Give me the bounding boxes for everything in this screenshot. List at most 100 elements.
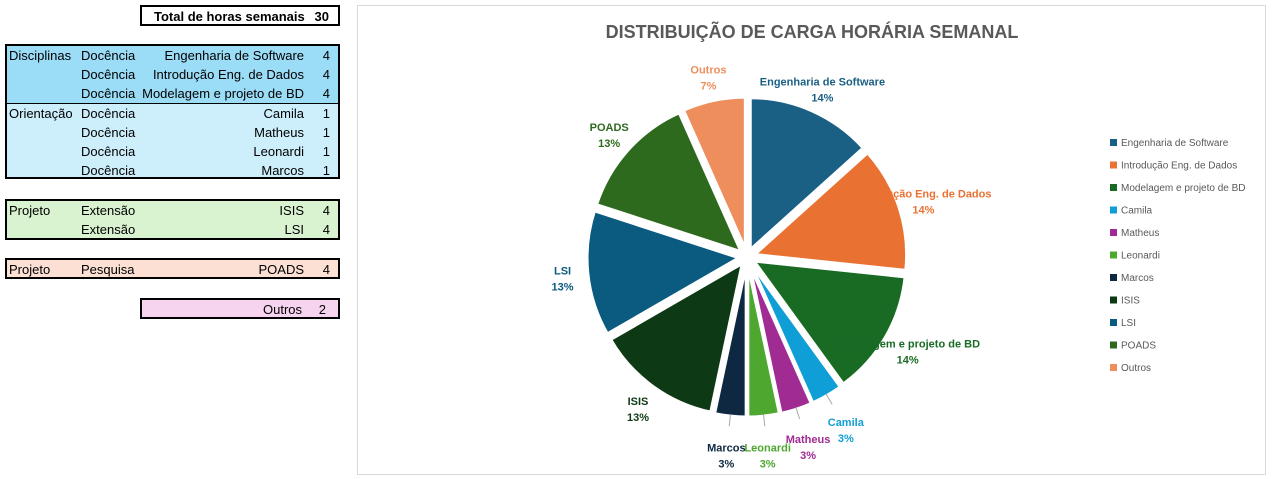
pesquisa-row-type: Pesquisa: [81, 262, 135, 277]
total-hours-cell[interactable]: Total de horas semanais 30: [140, 5, 340, 26]
disciplinas-category: Disciplinas: [9, 48, 72, 63]
pie-slice-9[interactable]: [594, 110, 744, 255]
disciplinas-row-name: Engenharia de Software: [164, 48, 304, 63]
pie-chart-svg: DISTRIBUIÇÃO DE CARGA HORÁRIA SEMANAL En…: [552, 21, 1246, 471]
slice-percent: 13%: [627, 412, 649, 424]
slice-label: Introdução Eng. de Dados: [855, 189, 991, 201]
orientacao-category: Orientação: [9, 106, 73, 121]
legend-swatch: [1110, 274, 1117, 281]
disciplinas-row-type: Docência: [81, 67, 136, 82]
orientacao-row-hours: 1: [322, 125, 330, 140]
pesquisa-row-name: POADS: [258, 262, 304, 277]
legend-label: Modelagem e projeto de BD: [1121, 183, 1246, 194]
orientacao-row-type: Docência: [81, 106, 136, 121]
slice-percent: 13%: [552, 281, 574, 293]
disciplinas-row-name: Introdução Eng. de Dados: [152, 67, 304, 82]
leader-line: [728, 414, 731, 427]
total-hours-value: 30: [314, 9, 329, 24]
orientacao-row-name: Marcos: [261, 163, 304, 178]
disciplinas-row-hours: 4: [322, 86, 330, 101]
others-label: Outros: [262, 302, 302, 317]
legend-label: Engenharia de Software: [1121, 138, 1229, 149]
legend-label: Introdução Eng. de Dados: [1121, 161, 1237, 172]
orientacao-row-hours: 1: [322, 163, 330, 178]
orientacao-row-type: Docência: [81, 163, 136, 178]
slice-percent: 3%: [838, 433, 854, 445]
legend-swatch: [1110, 341, 1117, 349]
legend-swatch: [1110, 229, 1117, 236]
leader-line: [825, 393, 833, 405]
extensao-row-hours: 4: [322, 222, 330, 237]
pie-slice-10[interactable]: [681, 95, 747, 250]
legend-label: Outros: [1121, 363, 1151, 374]
legend-swatch: [1110, 184, 1117, 191]
chart-title: DISTRIBUIÇÃO DE CARGA HORÁRIA SEMANAL: [606, 21, 1019, 42]
total-hours-label: Total de horas semanais: [154, 9, 305, 24]
slice-percent: 3%: [760, 459, 776, 471]
disciplinas-section: Disciplinas Docência Engenharia de Softwar…: [7, 46, 338, 103]
disciplinas-row-type: Docência: [81, 86, 136, 101]
legend-swatch: [1110, 251, 1117, 259]
orientacao-row-name: Camila: [263, 106, 304, 121]
leader-line: [795, 407, 801, 420]
extensao-row-name: LSI: [284, 222, 304, 237]
pie-slice-7[interactable]: [608, 260, 745, 414]
legend-swatch: [1110, 161, 1117, 169]
extensao-row-type: Extensão: [81, 222, 136, 237]
extensao-row-hours: 4: [322, 203, 330, 218]
orientacao-row-hours: 1: [322, 144, 330, 159]
pie-slice-0[interactable]: [748, 96, 866, 254]
slice-percent: 3%: [800, 450, 816, 462]
pie-slice-2[interactable]: [750, 259, 907, 387]
legend-label: ISIS: [1121, 296, 1140, 307]
slice-percent: 14%: [897, 355, 919, 367]
section-divider: [7, 103, 338, 104]
legend-label: POADS: [1121, 341, 1156, 352]
extensao-category: Projeto: [9, 203, 51, 218]
slice-percent: 3%: [718, 459, 734, 471]
disciplinas-row-type: Docência: [81, 48, 136, 63]
orientacao-row-name: Matheus: [254, 125, 304, 140]
slice-percent: 14%: [912, 205, 934, 217]
pie-slice-1[interactable]: [751, 150, 909, 273]
slice-label: Modelagem e projeto de BD: [835, 339, 980, 351]
orientacao-row-hours: 1: [322, 106, 330, 121]
legend-swatch: [1110, 206, 1117, 214]
legend-label: Camila: [1121, 206, 1153, 217]
legend-swatch: [1110, 319, 1117, 326]
slice-label: Engenharia de Software: [760, 77, 885, 89]
slice-percent: 7%: [700, 81, 716, 93]
slice-percent: 14%: [811, 93, 833, 105]
orientacao-row-name: Leonardi: [253, 144, 304, 159]
pie-chart[interactable]: DISTRIBUIÇÃO DE CARGA HORÁRIA SEMANAL En…: [357, 5, 1266, 475]
legend-swatch: [1110, 139, 1117, 146]
slice-label: POADS: [590, 122, 629, 134]
pesquisa-row-hours: 4: [322, 262, 330, 277]
others-cell[interactable]: Outros 2: [140, 298, 340, 319]
slice-label: Leonardi: [744, 443, 790, 455]
others-hours: 2: [318, 302, 326, 317]
slice-label: Matheus: [786, 434, 831, 446]
teaching-block: Disciplinas Docência Engenharia de Softwar…: [5, 44, 340, 179]
slice-label: Camila: [828, 417, 865, 429]
legend-label: LSI: [1121, 318, 1136, 329]
orientacao-section: Orientação Docência Camila 1 Docência Matheus…: [7, 104, 338, 178]
slice-percent: 13%: [598, 138, 620, 150]
legend-swatch: [1110, 364, 1117, 371]
orientacao-row-type: Docência: [81, 144, 136, 159]
extension-block: Projeto Extensão ISIS 4 Extensão LSI 4: [5, 199, 340, 240]
pie-slice-8[interactable]: [585, 208, 743, 336]
disciplinas-row-hours: 4: [322, 67, 330, 82]
leader-line: [763, 414, 766, 427]
disciplinas-row-hours: 4: [322, 48, 330, 63]
pesquisa-category: Projeto: [9, 262, 51, 277]
legend-label: Matheus: [1121, 228, 1159, 239]
legend-label: Leonardi: [1121, 251, 1160, 262]
legend-label: Marcos: [1121, 273, 1154, 284]
slice-label: Outros: [690, 65, 726, 77]
orientacao-row-type: Docência: [81, 125, 136, 140]
slice-label: LSI: [554, 265, 571, 277]
legend-swatch: [1110, 296, 1117, 304]
slice-label: ISIS: [628, 396, 649, 408]
disciplinas-row-name: Modelagem e projeto de BD: [142, 86, 304, 101]
